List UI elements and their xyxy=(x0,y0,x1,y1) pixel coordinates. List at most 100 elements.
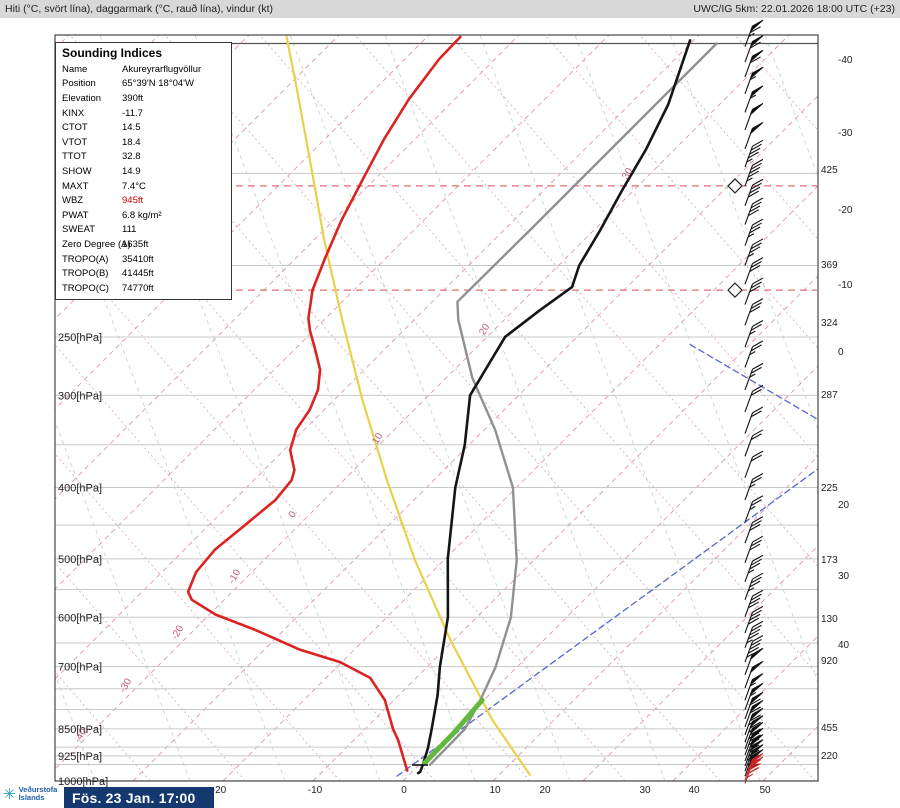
index-row: TROPO(A) 35410ft xyxy=(60,252,228,267)
adiabat-value-label: -20 xyxy=(169,623,186,641)
index-name: WBZ xyxy=(62,195,84,207)
header-legend-text: Hiti (°C, svört lína), daggarmark (°C, r… xyxy=(5,3,274,15)
datetime-text: Fös. 23 Jan. 17:00 xyxy=(72,789,196,806)
bottom-axis-label: 0 xyxy=(401,785,407,796)
tropopause-diamond-marker xyxy=(727,282,743,298)
bottom-axis-label: 50 xyxy=(759,785,771,796)
bottom-axis-label: 20 xyxy=(539,785,551,796)
index-name: VTOT xyxy=(62,136,88,148)
reference-gray-line xyxy=(428,42,718,766)
index-value: 32.8 xyxy=(122,151,141,163)
index-row: WBZ 945ft xyxy=(60,193,228,208)
sounding-indices-panel: Sounding Indices Name Akureyrarflugvöllur… xyxy=(55,42,232,300)
index-row: Zero Degree (A) 1635ft xyxy=(60,237,228,252)
index-value: 14.9 xyxy=(122,165,141,177)
index-name: KINX xyxy=(62,107,85,119)
right-axis-height-label: 173 xyxy=(821,555,838,566)
index-name: SHOW xyxy=(62,165,92,177)
index-row: SWEAT 111 xyxy=(60,223,228,238)
adiabat-value-label: 0 xyxy=(287,509,300,520)
index-name: TROPO(A) xyxy=(62,253,109,265)
right-axis-height-label: 920 xyxy=(821,656,838,667)
right-axis-height-label: 425 xyxy=(821,165,838,176)
pressure-axis-label: 1000[hPa] xyxy=(58,776,108,788)
index-name: Zero Degree (A) xyxy=(62,238,131,250)
index-row: CTOT 14.5 xyxy=(60,120,228,135)
index-row: Name Akureyrarflugvöllur xyxy=(60,62,228,77)
adiabat-value-label: 30 xyxy=(620,166,635,182)
right-axis-height-label: 369 xyxy=(821,260,838,271)
index-row: SHOW 14.9 xyxy=(60,164,228,179)
index-name: TROPO(C) xyxy=(62,282,109,294)
adiabat-value-label: 10 xyxy=(370,431,385,447)
index-name: MAXT xyxy=(62,180,89,192)
logo-text: Veðurstofa Íslands xyxy=(18,785,58,802)
right-axis-temp-label: -30 xyxy=(838,128,853,139)
parcel-green-line xyxy=(422,697,485,766)
pressure-axis-label: 250[hPa] xyxy=(58,332,102,344)
right-axis-temp-label: 30 xyxy=(838,571,850,582)
right-axis-temp-label: 20 xyxy=(838,500,850,511)
index-row: Position 65°39'N 18°04'W xyxy=(60,77,228,92)
index-name: TROPO(B) xyxy=(62,268,109,280)
indices-table: Name Akureyrarflugvöllur Position 65°39'N 1… xyxy=(60,62,228,296)
header-model-run-text: UWC/IG 5km: 22.01.2026 18:00 UTC (+23) xyxy=(693,3,895,15)
right-axis-height-label: 225 xyxy=(821,483,838,494)
index-value: 945ft xyxy=(122,195,144,207)
index-value: 65°39'N 18°04'W xyxy=(122,78,194,90)
index-name: Position xyxy=(62,78,96,90)
pressure-axis-label: 500[hPa] xyxy=(58,554,102,566)
index-value: -11.7 xyxy=(122,107,143,119)
adiabat-value-label: 20 xyxy=(477,322,492,338)
grid-layer xyxy=(55,35,818,781)
right-axis-height-label: 455 xyxy=(821,723,838,734)
dry-adiabat-yellow-line xyxy=(285,35,531,776)
axis-labels: 250[hPa] 300[hPa] 400[hPa] 500[hPa] 600[hPa]… xyxy=(58,55,853,796)
right-axis-height-label: 287 xyxy=(821,390,838,401)
right-axis-temp-label: 40 xyxy=(838,640,850,651)
pressure-axis-label: 400[hPa] xyxy=(58,482,102,494)
index-name: Elevation xyxy=(62,92,102,104)
index-value: 41445ft xyxy=(122,268,154,280)
profile-layer xyxy=(186,35,818,777)
pressure-axis-label: 925[hPa] xyxy=(58,751,102,763)
index-value: 1635ft xyxy=(122,238,149,250)
right-axis-temp-label: -20 xyxy=(838,205,853,216)
index-row: TROPO(B) 41445ft xyxy=(60,266,228,281)
index-row: Elevation 390ft xyxy=(60,91,228,106)
index-value: 14.5 xyxy=(122,122,141,134)
mixing-ratio-blue-2-line xyxy=(689,343,818,421)
right-axis-temp-label: -40 xyxy=(838,55,853,66)
isotherm-lines xyxy=(55,35,818,781)
index-value: 74770ft xyxy=(122,282,154,294)
index-row: MAXT 7.4°C xyxy=(60,179,228,194)
index-value: 35410ft xyxy=(122,253,154,265)
bottom-axis-label: -10 xyxy=(308,785,323,796)
index-row: TTOT 32.8 xyxy=(60,150,228,165)
pressure-axis-label: 600[hPa] xyxy=(58,612,102,624)
index-value: 390ft xyxy=(122,92,144,104)
pressure-axis-label: 700[hPa] xyxy=(58,662,102,674)
logo-star-icon: ✳ xyxy=(3,785,16,803)
right-axis-temp-label: -10 xyxy=(838,280,853,291)
adiabat-value-label: -30 xyxy=(117,676,134,694)
index-row: VTOT 18.4 xyxy=(60,135,228,150)
bottom-axis-label: 10 xyxy=(489,785,501,796)
right-axis-height-label: 220 xyxy=(821,751,838,762)
datetime-bar: Fös. 23 Jan. 17:00 xyxy=(64,787,214,808)
bottom-axis-label: 40 xyxy=(688,785,700,796)
index-value: Akureyrarflugvöllur xyxy=(122,63,202,75)
mixing-ratio-blue-1-line xyxy=(396,468,818,777)
index-name: TTOT xyxy=(62,151,87,163)
index-name: Name xyxy=(62,63,88,75)
pressure-axis-label: 850[hPa] xyxy=(58,724,102,736)
dewpoint-line xyxy=(186,35,462,772)
right-axis-height-label: 324 xyxy=(821,318,838,329)
bottom-axis-label: 30 xyxy=(639,785,651,796)
right-axis-height-label: 130 xyxy=(821,614,838,625)
bottom-axis-label: -20 xyxy=(212,785,227,796)
index-row: KINX -11.7 xyxy=(60,106,228,121)
wind-barbs xyxy=(744,19,764,784)
